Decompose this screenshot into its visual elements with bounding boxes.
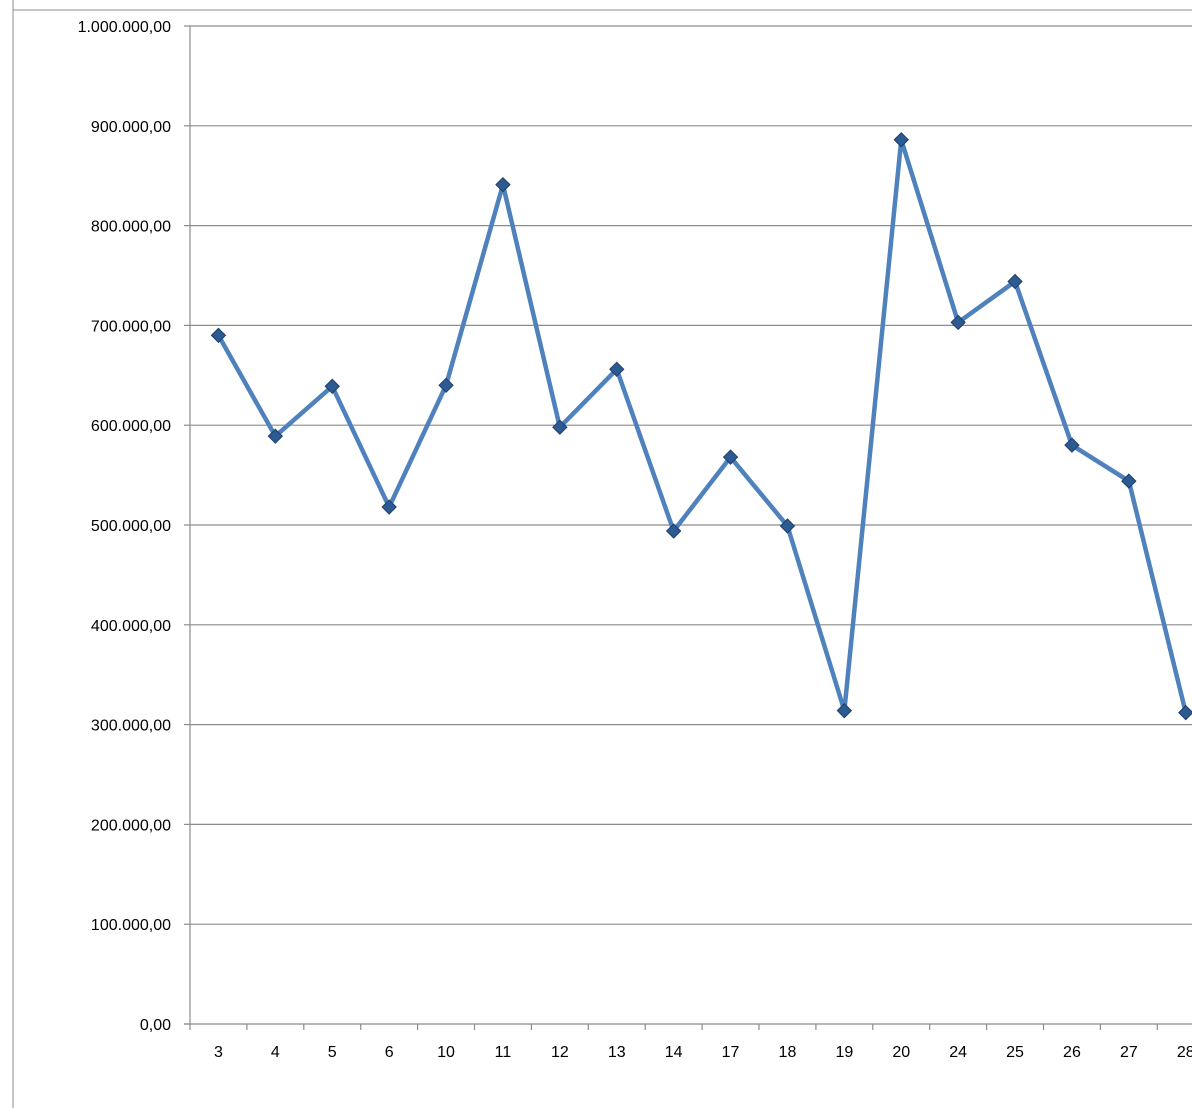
x-tick-label: 20 [892, 1044, 910, 1061]
x-tick-label: 19 [835, 1044, 853, 1061]
data-point-marker [665, 523, 682, 539]
x-tick-label: 24 [949, 1044, 967, 1061]
data-point-marker [950, 314, 966, 331]
axes [184, 25, 1192, 1030]
x-tick-label: 12 [551, 1044, 569, 1061]
x-tick-label: 14 [665, 1044, 683, 1061]
series [210, 132, 1192, 721]
x-tick-label: 26 [1063, 1044, 1081, 1061]
x-tick-label: 25 [1006, 1044, 1024, 1061]
y-tick-label: 300.000,00 [91, 718, 171, 735]
y-tick-label: 0,00 [140, 1017, 171, 1034]
y-tick-label: 600.000,00 [91, 418, 171, 435]
x-tick-label: 5 [328, 1044, 337, 1061]
x-tick-label: 27 [1120, 1044, 1138, 1061]
y-tick-labels: 0,00 100.000,00 200.000,00 300.000,00 400.00… [78, 19, 172, 1034]
x-tick-label: 18 [779, 1044, 797, 1061]
y-tick-label: 100.000,00 [91, 917, 171, 934]
x-tick-label: 11 [495, 1044, 512, 1061]
data-point-marker [1064, 437, 1080, 453]
data-point-marker [836, 702, 853, 719]
x-tick-label: 17 [722, 1044, 740, 1061]
data-point-marker [267, 428, 284, 444]
data-point-marker [1007, 273, 1023, 290]
series-line [216, 137, 1188, 714]
data-point-marker [1121, 473, 1137, 489]
data-point-marker [552, 419, 568, 435]
x-tick-label: 6 [385, 1044, 394, 1061]
data-point-marker [893, 132, 909, 148]
data-point-marker [438, 377, 454, 393]
data-point-marker [722, 449, 739, 465]
data-point-marker [1178, 704, 1192, 721]
y-tick-label: 200.000,00 [91, 817, 171, 834]
x-tick-label: 10 [437, 1044, 455, 1061]
data-point-marker [609, 361, 625, 378]
x-tick-label: 13 [608, 1044, 626, 1061]
data-point-marker [210, 327, 227, 344]
y-tick-label: 400.000,00 [91, 618, 171, 635]
y-tick-label: 800.000,00 [91, 219, 171, 236]
data-point-marker [324, 378, 340, 394]
data-point-marker [779, 518, 796, 534]
gridlines [190, 25, 1192, 925]
x-tick-label: 28 [1177, 1044, 1192, 1061]
x-tick-labels: 3 4 5 6 10 11 12 13 14 17 18 19 20 24 25 26 27 28 [214, 1044, 1192, 1061]
x-tick-label: 3 [214, 1044, 223, 1061]
data-point-marker [381, 499, 397, 515]
y-tick-label: 900.000,00 [91, 119, 171, 136]
y-tick-label: 1.000.000,00 [78, 19, 172, 36]
y-tick-label: 500.000,00 [91, 518, 171, 535]
data-point-marker [495, 176, 511, 193]
y-tick-label: 700.000,00 [91, 318, 171, 335]
x-tick-label: 4 [271, 1044, 280, 1061]
